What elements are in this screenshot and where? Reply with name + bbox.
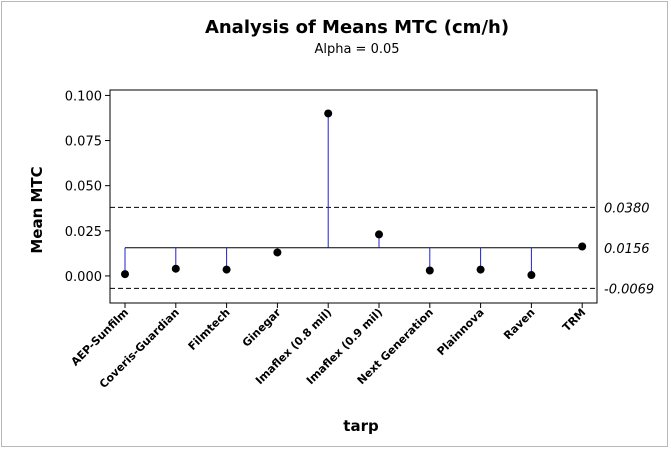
data-point-5 [375, 230, 383, 239]
upper-limit-label: 0.0380 [604, 201, 650, 216]
x-category-label: Raven [501, 306, 537, 342]
y-tick-label: 0.050 [65, 180, 102, 195]
y-tick-label: 0.100 [65, 89, 102, 104]
data-point-1 [171, 264, 180, 273]
x-category-label: TRM [560, 306, 588, 334]
data-point-6 [425, 266, 434, 275]
y-tick-label: 0.000 [65, 270, 102, 285]
data-point-4 [324, 109, 333, 118]
x-category-label: Ginegar [240, 306, 284, 350]
y-axis-label: Mean MTC [28, 166, 46, 253]
center-line-label: 0.0156 [604, 242, 650, 257]
data-point-0 [121, 270, 129, 279]
y-tick-label: 0.025 [65, 225, 102, 240]
y-tick-label: 0.075 [65, 135, 102, 150]
data-point-9 [578, 242, 587, 251]
data-point-2 [222, 265, 231, 274]
data-point-3 [273, 248, 282, 257]
lower-limit-label: -0.0069 [604, 282, 654, 297]
x-axis-label: tarp [343, 417, 379, 435]
plot-area [109, 89, 598, 304]
x-category-label: Filmtech [186, 306, 233, 353]
chart-title: Analysis of Means MTC (cm/h) [205, 17, 509, 38]
data-point-7 [476, 265, 485, 274]
data-point-8 [527, 271, 536, 280]
chart-subtitle: Alpha = 0.05 [314, 42, 399, 57]
x-category-label: Plainnova [435, 306, 487, 358]
